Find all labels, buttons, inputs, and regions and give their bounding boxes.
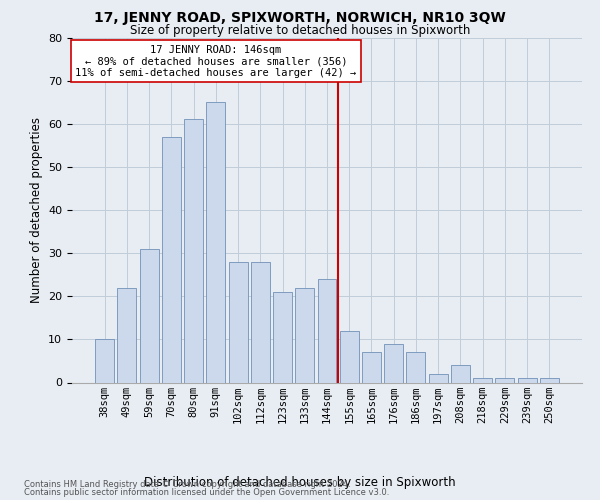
Text: 17 JENNY ROAD: 146sqm
← 89% of detached houses are smaller (356)
11% of semi-det: 17 JENNY ROAD: 146sqm ← 89% of detached … [75, 44, 356, 78]
Bar [317, 279, 337, 382]
Bar [118, 288, 136, 382]
Bar [362, 352, 381, 382]
Bar [451, 365, 470, 382]
Bar [540, 378, 559, 382]
Bar [184, 120, 203, 382]
Bar [384, 344, 403, 382]
Bar [340, 331, 359, 382]
Text: 17, JENNY ROAD, SPIXWORTH, NORWICH, NR10 3QW: 17, JENNY ROAD, SPIXWORTH, NORWICH, NR10… [94, 11, 506, 25]
Bar [229, 262, 248, 382]
Bar [251, 262, 270, 382]
Text: Contains public sector information licensed under the Open Government Licence v3: Contains public sector information licen… [24, 488, 389, 497]
Bar [140, 249, 158, 382]
Bar [295, 288, 314, 382]
Text: Size of property relative to detached houses in Spixworth: Size of property relative to detached ho… [130, 24, 470, 37]
Text: Contains HM Land Registry data © Crown copyright and database right 2024.: Contains HM Land Registry data © Crown c… [24, 480, 350, 489]
Text: Distribution of detached houses by size in Spixworth: Distribution of detached houses by size … [144, 476, 456, 489]
Bar [273, 292, 292, 382]
Bar [473, 378, 492, 382]
Bar [206, 102, 225, 382]
Bar [95, 340, 114, 382]
Y-axis label: Number of detached properties: Number of detached properties [29, 117, 43, 303]
Bar [518, 378, 536, 382]
Bar [429, 374, 448, 382]
Bar [496, 378, 514, 382]
Bar [162, 136, 181, 382]
Bar [406, 352, 425, 382]
